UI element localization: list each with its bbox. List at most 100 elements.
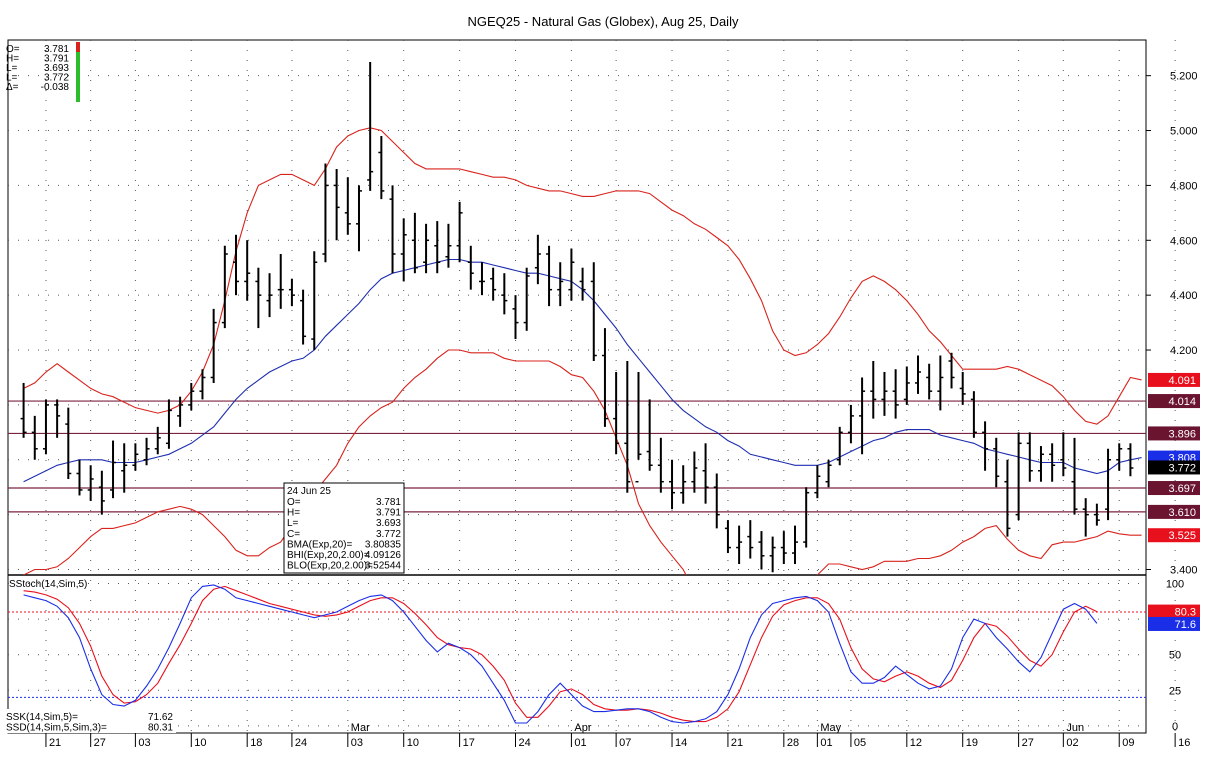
ohlc-bar [255,267,262,329]
ohlc-bar [1116,443,1123,471]
price-badge-label: 4.091 [1168,375,1196,387]
ohlc-summary-value: 3.693 [44,63,69,74]
ohlc-bar [333,168,340,241]
ohlc-bar [613,371,620,455]
ohlc-bar [110,440,117,499]
x-axis-day-label: 12 [910,737,922,749]
price-axis-label: 4.400 [1170,290,1198,302]
ohlc-bar [557,262,564,307]
ohlc-bar [445,223,452,268]
ohlc-bar [590,262,597,361]
ohlc-bar [903,366,910,405]
ohlc-summary-value: 3.791 [44,54,69,65]
ohlc-bar [859,377,866,455]
ohlc-bar [1026,432,1033,482]
summary-marker-red [76,42,80,52]
ohlc-bar [277,254,284,309]
stoch-ssd-line [23,585,1098,723]
price-badge-label: 3.896 [1168,428,1196,440]
ohlc-bar [657,437,664,493]
price-badge-label: 3.697 [1168,483,1196,495]
ohlc-bar [378,136,385,200]
ohlc-bar [266,273,273,318]
ohlc-bar [467,245,474,290]
stoch-readout-value: 80.31 [148,723,173,734]
ohlc-bar [199,369,206,400]
price-badge-bg [1148,394,1200,409]
ohlc-bar [1004,459,1011,537]
data-box-value: 3.791 [376,508,401,519]
data-box-label: L= [287,518,299,529]
ohlc-bar [1037,446,1044,482]
ohlc-bar [478,262,485,296]
data-box-label: O= [287,497,301,508]
ohlc-bar [389,185,396,274]
data-box-value: 3.781 [376,497,401,508]
price-badge: 3.525 [1148,528,1200,543]
ohlc-bar [177,396,184,427]
price-axis-label: 3.400 [1170,565,1198,577]
price-badge-bg [1148,460,1200,475]
ohlc-summary-label: L= [6,63,18,74]
ohlc-bar [881,371,888,416]
ohlc-bar [1082,498,1089,537]
data-box-label: C= [287,529,300,540]
ohlc-bar [546,245,553,307]
ohlc-bar [1015,432,1022,521]
price-badge-bg [1148,528,1200,543]
price-badge-bg [1148,504,1200,519]
chart-title: NGEQ25 - Natural Gas (Globex), Aug 25, D… [467,14,739,29]
x-axis-day-label: 21 [49,737,61,749]
stoch-title: SStoch(14,Sim,5) [9,579,87,590]
ohlc-bar [937,355,944,411]
osc-series-group [23,584,1098,724]
bollinger-upper-line [23,127,1142,425]
ohlc-bar [914,355,921,394]
price-badge-label: 3.525 [1168,530,1196,542]
x-axis-month-label: Apr [574,722,591,734]
ohlc-bar [31,415,38,460]
x-axis-day-label: 24 [519,737,531,749]
osc-badge: 80.3 [1148,604,1200,619]
ohlc-bar [1060,432,1067,477]
ohlc-bar [400,218,407,282]
x-axis-day-label: 10 [194,737,206,749]
ohlc-bar [154,426,161,455]
stoch-readout-label: SSD(14,Sim,5,Sim,3)= [6,723,107,734]
ohlc-bar [713,473,720,529]
ohlc-summary-label: Δ= [6,82,19,93]
ohlc-bar [210,308,217,383]
osc-axis-label: 100 [1166,579,1184,591]
ohlc-bar [792,525,799,565]
ohlc-bar [311,251,318,351]
data-box-value: 3.80835 [365,539,402,550]
ohlc-bar [355,185,362,252]
data-box: 24 Jun 25O= 3.781 H= 3.791 L= 3.693 C= 3.772 BMA… [283,482,405,574]
ohlc-bar [42,399,49,455]
ohlc-bar [780,531,787,565]
ohlc-bar [233,234,240,296]
ohlc-bar [98,470,105,515]
ohlc-summary-label: O= [6,44,20,55]
x-axis-day-label: 07 [619,737,631,749]
ohlc-bar [165,399,172,449]
ohlc-bar [54,399,61,438]
grid-lines [8,40,1176,733]
ohlc-bar [691,451,698,493]
ohlc-bar [702,443,709,504]
stoch-ssk-line [23,584,1098,724]
ohlc-bar [635,371,642,483]
ohlc-bar [646,399,653,471]
x-axis-day-label: 05 [854,737,866,749]
ohlc-bar [322,163,329,263]
ohlc-bar [143,437,150,466]
osc-badge-bg [1148,604,1200,619]
price-badge-bg [1148,372,1200,387]
ohlc-bar [1093,503,1100,526]
ohlc-bar [221,245,228,329]
price-axis-label: 5.200 [1170,71,1198,83]
price-axis-label: 4.800 [1170,180,1198,192]
price-badge-label: 3.772 [1168,462,1196,474]
ohlc-bar [87,465,94,501]
